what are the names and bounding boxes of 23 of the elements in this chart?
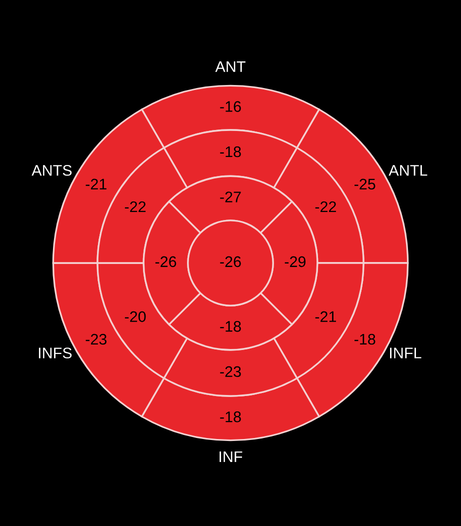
data-label: -29: [284, 256, 306, 268]
data-label: -26: [220, 256, 241, 268]
category-label: INFL: [390, 348, 422, 358]
category-label: INFS: [38, 348, 72, 358]
data-label: -27: [220, 192, 241, 202]
data-label: -23: [220, 366, 241, 378]
data-label: -21: [86, 178, 106, 190]
data-label: -20: [124, 311, 146, 322]
data-label: -22: [315, 201, 336, 212]
data-label: -18: [220, 146, 241, 158]
category-label: ANTL: [388, 165, 428, 176]
data-label: -21: [315, 311, 336, 322]
data-label: -18: [220, 321, 241, 332]
data-label: -16: [220, 101, 241, 112]
data-label: -26: [155, 256, 176, 268]
category-label: INF: [220, 451, 242, 462]
data-label: -25: [354, 178, 376, 190]
data-label: -23: [86, 334, 107, 345]
data-label: -18: [220, 411, 241, 422]
category-label: ANT: [215, 61, 246, 72]
data-label: -18: [354, 334, 376, 345]
category-label: ANTS: [32, 164, 72, 176]
data-label: -22: [124, 201, 146, 212]
